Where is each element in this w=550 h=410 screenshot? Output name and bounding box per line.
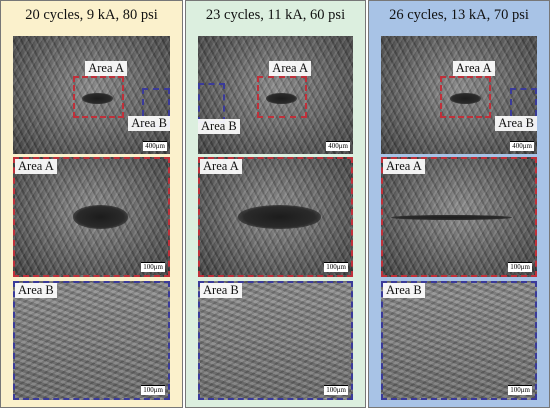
micrograph: Area A 100μm <box>381 157 537 277</box>
area-label: Area B <box>200 283 242 298</box>
area-label: Area B <box>198 118 240 134</box>
area-label: Area A <box>452 60 495 76</box>
column: 23 cycles, 11 kA, 60 psi Area A Area B 400μ… <box>185 0 366 408</box>
crack <box>390 214 513 221</box>
micrograph: Area A Area B 400μm <box>381 36 537 154</box>
micrograph: Area B 100μm <box>198 281 353 400</box>
micrograph: Area A 100μm <box>198 157 353 277</box>
void <box>266 92 298 105</box>
column-title: 26 cycles, 13 kA, 70 psi <box>389 7 529 23</box>
scale-bar: 400μm <box>510 141 534 151</box>
scale-bar: 100μm <box>508 385 532 395</box>
scale-bar: 100μm <box>324 385 348 395</box>
micrograph: Area A Area B 400μm <box>198 36 353 154</box>
area-a-box <box>440 76 492 118</box>
micrograph: Area A Area B 400μm <box>13 36 170 154</box>
column-title: 20 cycles, 9 kA, 80 psi <box>25 7 158 23</box>
area-label: Area B <box>128 116 170 132</box>
micrograph: Area B 100μm <box>381 281 537 400</box>
area-label: Area B <box>495 116 537 132</box>
area-label: Area B <box>383 283 425 298</box>
scale-bar: 100μm <box>141 385 165 395</box>
column-title: 23 cycles, 11 kA, 60 psi <box>205 7 346 23</box>
area-b-box <box>198 83 226 123</box>
micrograph: Area A 100μm <box>13 157 170 277</box>
area-label: Area B <box>15 283 57 298</box>
column: 26 cycles, 13 kA, 70 psi Area A Area B 400μ… <box>368 0 550 408</box>
area-label: Area A <box>15 159 57 174</box>
scale-bar: 100μm <box>324 262 348 272</box>
void <box>82 92 114 105</box>
scale-bar: 100μm <box>508 262 532 272</box>
void <box>73 205 129 229</box>
scale-bar: 400μm <box>326 141 350 151</box>
scale-bar: 100μm <box>141 262 165 272</box>
column: 20 cycles, 9 kA, 80 psi Area A Area B 400μm… <box>0 0 183 408</box>
area-a-box <box>72 76 124 118</box>
micrograph: Area B 100μm <box>13 281 170 400</box>
void <box>237 205 321 229</box>
void <box>449 92 481 105</box>
area-label: Area A <box>85 60 127 76</box>
scale-bar: 400μm <box>143 141 167 151</box>
area-label: Area A <box>383 159 425 174</box>
area-a-box <box>256 76 308 118</box>
area-label: Area A <box>269 60 312 76</box>
area-label: Area A <box>200 159 242 174</box>
